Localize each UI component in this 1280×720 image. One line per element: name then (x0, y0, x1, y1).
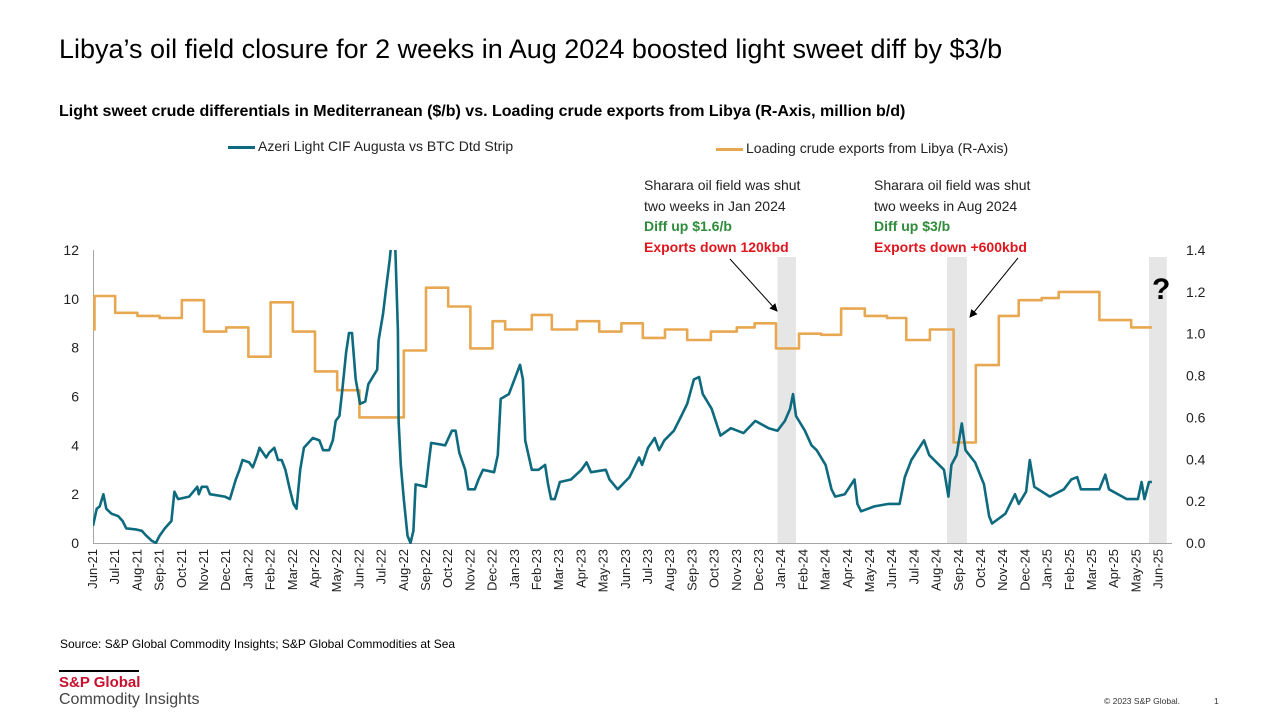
x-tick-label: Oct-24 (973, 549, 988, 588)
y-left-tick-label: 4 (71, 437, 79, 453)
x-tick-label: Apr-24 (840, 549, 855, 588)
y-left-tick-label: 6 (71, 389, 79, 405)
annotation-arrow-aug-2024 (969, 257, 1019, 318)
x-tick-label: Mar-24 (818, 549, 833, 590)
x-tick-label: May-25 (1128, 549, 1143, 592)
x-tick-label: Dec-23 (751, 549, 766, 591)
x-tick-label: Dec-22 (485, 549, 500, 591)
x-tick-label: Oct-22 (440, 549, 455, 588)
annotation-arrow-jan-2024 (729, 258, 778, 312)
x-tick-label: Aug-22 (396, 549, 411, 591)
y-left-tick-label: 8 (71, 340, 79, 356)
x-tick-label: Nov-23 (729, 549, 744, 591)
source-note: Source: S&P Global Commodity Insights; S… (60, 637, 456, 651)
question-mark: ? (1152, 273, 1170, 306)
x-tick-label: Apr-23 (573, 549, 588, 588)
annotation-aug-2024: Sharara oil field was shut two weeks in … (874, 175, 1030, 257)
y-axis-left-ticks: 0 2 4 6 8 10 12 (63, 242, 79, 551)
annotation-exports: Exports down +600kbd (874, 238, 1027, 255)
y-left-tick-label: 2 (71, 486, 79, 502)
annotation-diff: Diff up $3/b (874, 218, 951, 234)
y-axis-right-ticks: 0.0 0.2 0.4 0.6 0.8 1.0 1.2 1.4 (1186, 242, 1206, 551)
x-tick-label: May-23 (596, 549, 611, 592)
page-title: Libya’s oil field closure for 2 weeks in… (59, 34, 1003, 64)
x-tick-label: Nov-22 (462, 549, 477, 591)
y-right-tick-label: 0.4 (1186, 451, 1206, 467)
x-tick-label: Apr-25 (1106, 549, 1121, 588)
y-right-tick-label: 1.4 (1186, 242, 1206, 258)
shaded-period (777, 257, 796, 543)
x-tick-label: Aug-21 (129, 549, 144, 591)
x-tick-label: Jan-23 (507, 549, 522, 589)
x-tick-label: Jul-21 (107, 549, 122, 584)
x-tick-label: Jul-23 (640, 549, 655, 584)
x-tick-label: Jan-24 (773, 549, 788, 589)
y-left-tick-label: 12 (63, 242, 79, 258)
x-tick-label: Jun-22 (351, 549, 366, 589)
x-tick-label: May-24 (862, 549, 877, 592)
x-axis-ticks: Jun-21 Jul-21 Aug-21 Sep-21 Oct-21 Nov-21 Dec-… (85, 549, 1166, 592)
x-tick-label: Dec-21 (218, 549, 233, 591)
logo-sp-global: S&P Global (59, 674, 141, 691)
shaded-period (1148, 257, 1167, 543)
y-left-tick-label: 0 (71, 535, 79, 551)
x-tick-label: Aug-23 (662, 549, 677, 591)
x-tick-label: Mar-23 (551, 549, 566, 590)
x-tick-label: Jan-25 (1040, 549, 1055, 589)
copyright: © 2023 S&P Global. (1104, 696, 1181, 706)
chart-title: Light sweet crude differentials in Medit… (59, 103, 906, 120)
shaded-period (946, 257, 967, 543)
x-tick-label: Sep-23 (684, 549, 699, 591)
x-tick-label: Feb-23 (529, 549, 544, 590)
x-tick-label: Mar-22 (285, 549, 300, 590)
x-tick-label: Nov-21 (196, 549, 211, 591)
x-tick-label: Jul-22 (374, 549, 389, 584)
x-tick-label: Dec-24 (1017, 549, 1032, 591)
x-tick-label: Jan-22 (240, 549, 255, 589)
x-tick-label: Apr-22 (307, 549, 322, 588)
y-right-tick-label: 1.2 (1186, 284, 1206, 300)
page-number: 1 (1214, 696, 1219, 706)
x-tick-label: Jun-25 (1151, 549, 1166, 589)
x-tick-label: May-22 (329, 549, 344, 592)
y-right-tick-label: 0.2 (1186, 493, 1206, 509)
shaded-periods (777, 257, 1167, 543)
series-line-azeri-diff (93, 250, 1152, 544)
series-line-libya-exports (93, 286, 1152, 444)
x-tick-label: Jun-21 (85, 549, 100, 589)
y-right-tick-label: 0.0 (1186, 535, 1206, 551)
annotation-diff: Diff up $1.6/b (644, 218, 732, 234)
x-tick-label: Sep-22 (418, 549, 433, 591)
x-tick-label: Oct-21 (174, 549, 189, 588)
x-tick-label: Mar-25 (1084, 549, 1099, 590)
y-right-tick-label: 1.0 (1186, 326, 1206, 342)
annotation-text: Sharara oil field was shut (874, 177, 1031, 193)
x-tick-label: Feb-24 (795, 549, 810, 590)
x-tick-label: Jun-24 (884, 549, 899, 589)
x-tick-label: Jul-24 (906, 549, 921, 584)
legend-swatch-exports (716, 148, 743, 151)
x-tick-label: Aug-24 (929, 549, 944, 591)
x-tick-label: Sep-24 (951, 549, 966, 591)
y-right-tick-label: 0.8 (1186, 368, 1206, 384)
x-tick-label: Feb-25 (1062, 549, 1077, 590)
y-left-tick-label: 10 (63, 291, 79, 307)
annotation-text: Sharara oil field was shut (644, 177, 801, 193)
x-tick-label: Sep-21 (152, 549, 167, 591)
annotation-text: two weeks in Jan 2024 (644, 197, 786, 214)
legend-label-exports: Loading crude exports from Libya (R-Axis… (746, 140, 1009, 156)
x-tick-label: Nov-24 (995, 549, 1010, 591)
legend-swatch-azeri (228, 146, 255, 149)
annotation-jan-2024: Sharara oil field was shut two weeks in … (644, 175, 800, 257)
logo-commodity-insights: Commodity Insights (59, 691, 200, 708)
annotation-exports: Exports down 120kbd (644, 238, 789, 255)
x-tick-label: Oct-23 (707, 549, 722, 588)
annotation-text: two weeks in Aug 2024 (874, 197, 1018, 214)
y-right-tick-label: 0.6 (1186, 409, 1206, 425)
logo-rule (59, 670, 139, 672)
x-tick-label: Jun-23 (618, 549, 633, 589)
x-tick-label: Feb-22 (263, 549, 278, 590)
legend-label-azeri: Azeri Light CIF Augusta vs BTC Dtd Strip (258, 138, 514, 154)
